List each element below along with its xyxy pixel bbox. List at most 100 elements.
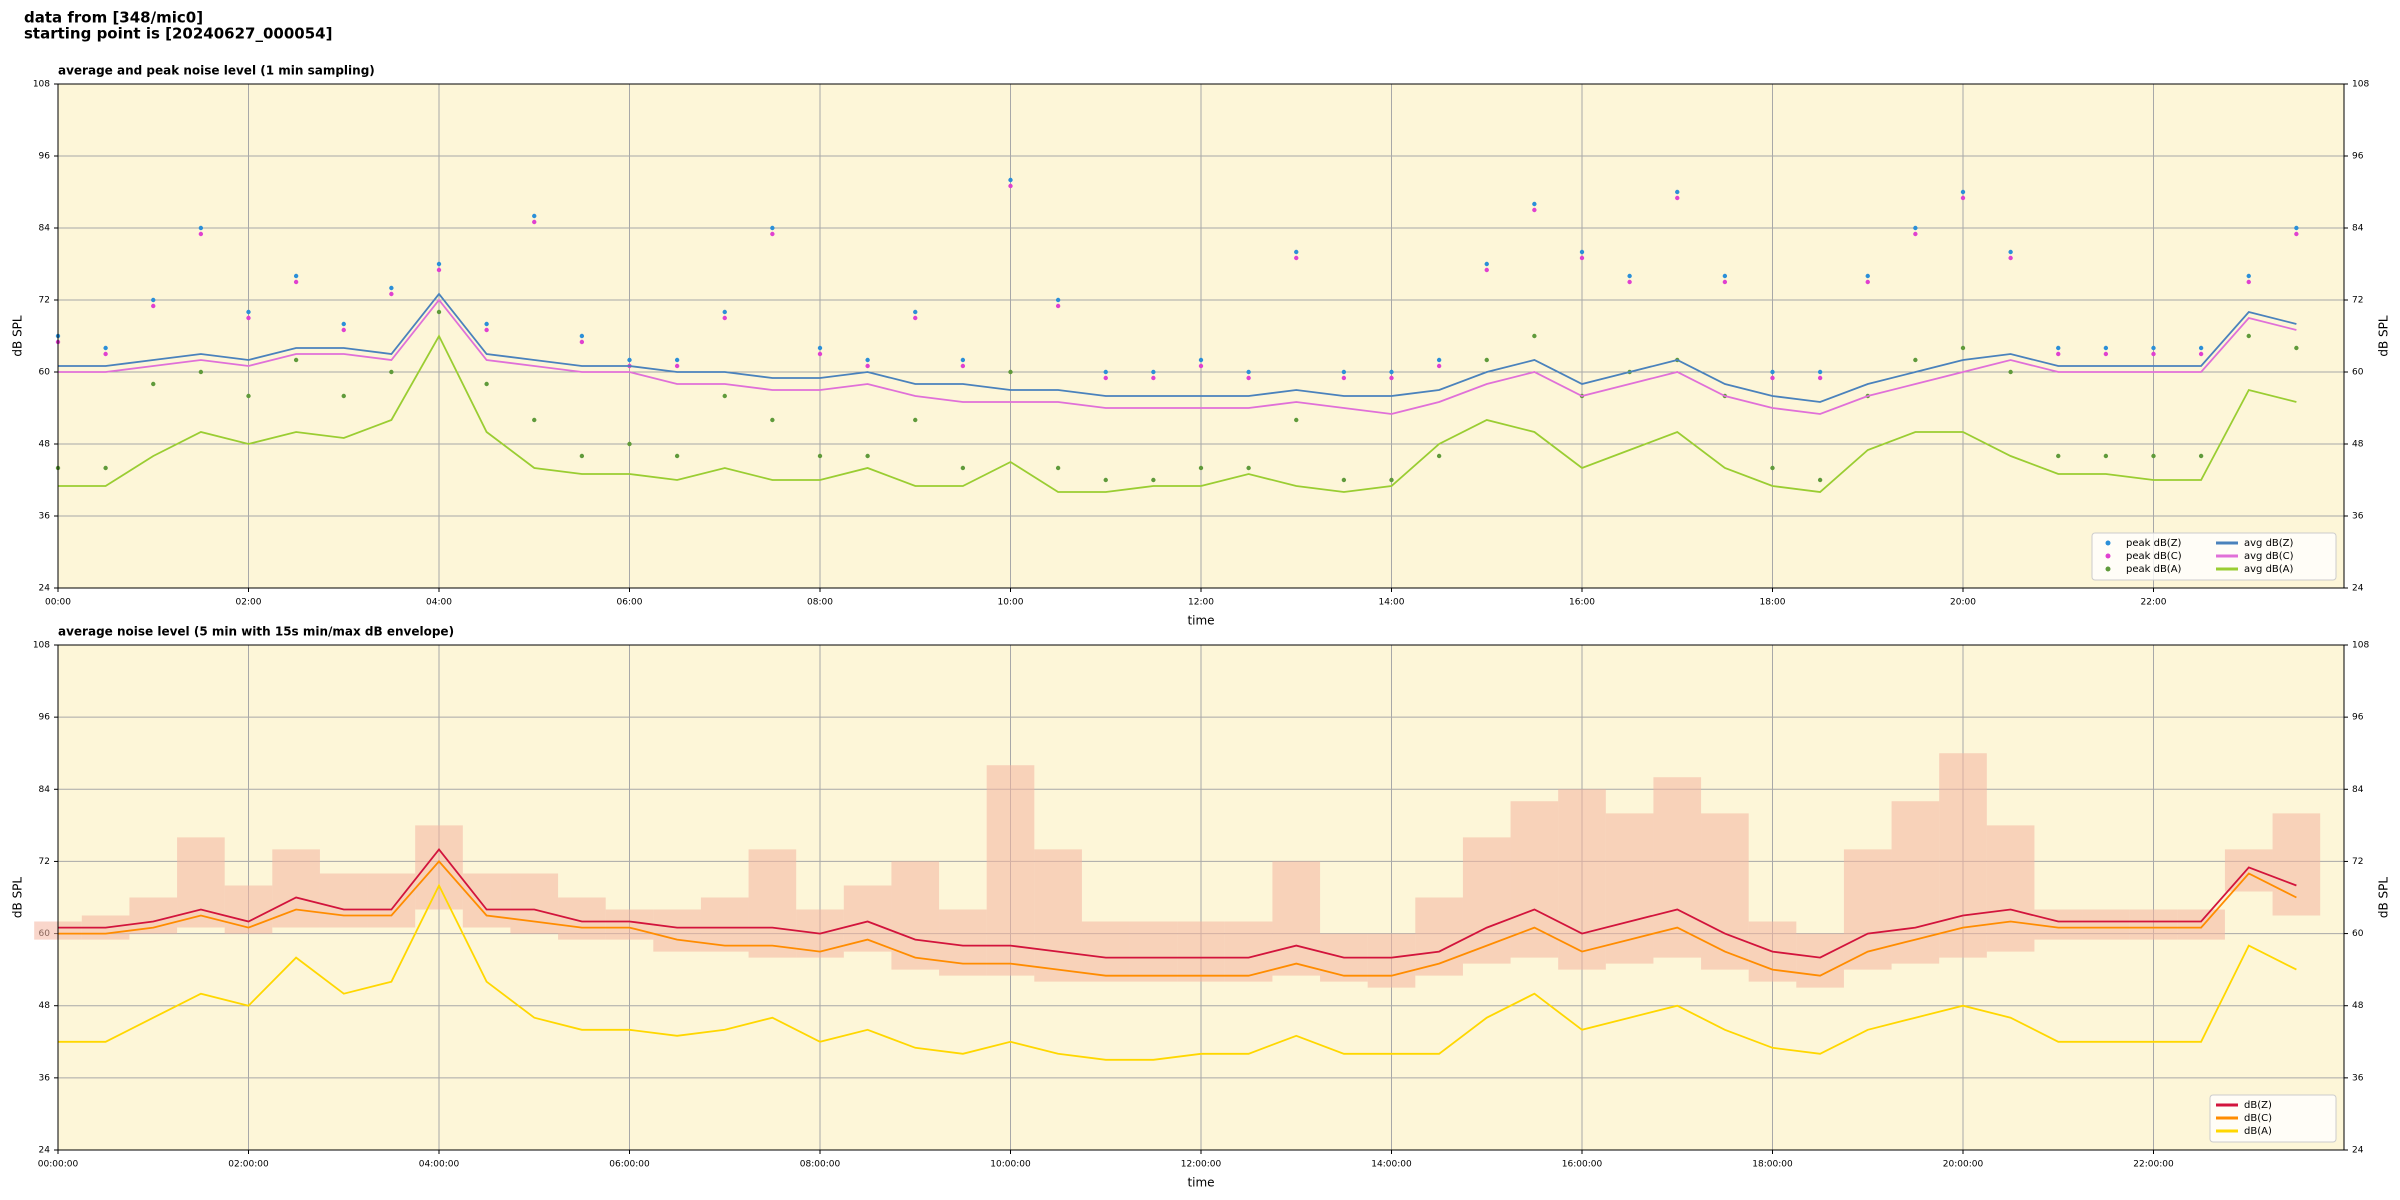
peak-point	[2294, 225, 2299, 231]
series-line	[58, 298, 2297, 415]
peak-point	[960, 357, 966, 363]
peak-point	[1246, 375, 1251, 381]
peak-point	[198, 369, 204, 375]
header-line: data from [348/mic0]	[24, 9, 203, 27]
y-tick-label: 72	[2352, 296, 2363, 306]
peak-point	[1246, 369, 1251, 375]
peak-point	[1341, 477, 1347, 483]
peak-point	[1484, 357, 1489, 363]
y-axis-label: dB SPL	[2377, 315, 2391, 357]
peak-point	[1627, 279, 1632, 285]
peak-point	[2056, 453, 2061, 459]
y-tick-label: 72	[39, 857, 50, 867]
peak-point	[1436, 357, 1442, 363]
peak-point	[1151, 369, 1156, 375]
peak-point	[865, 357, 870, 363]
y-tick-label: 96	[2352, 152, 2364, 162]
peak-point	[865, 363, 870, 369]
x-tick-label: 16:00	[1569, 598, 1595, 608]
peak-point	[103, 465, 108, 471]
peak-point	[817, 345, 823, 351]
peak-point	[1722, 273, 1728, 279]
x-tick-label: 18:00	[1760, 598, 1786, 608]
peak-point	[484, 381, 489, 387]
peak-point	[2008, 369, 2013, 375]
x-axis-label: time	[1187, 1176, 1214, 1190]
y-tick-label: 108	[33, 80, 50, 90]
y-tick-label: 84	[2352, 785, 2364, 795]
peak-point	[1389, 375, 1394, 381]
x-tick-label: 20:00:00	[1943, 1160, 1984, 1170]
y-tick-label: 72	[39, 296, 50, 306]
plot-frame	[57, 83, 2345, 589]
series-line	[58, 860, 2297, 977]
x-tick-label: 14:00:00	[1371, 1160, 1412, 1170]
x-tick-label: 06:00:00	[609, 1160, 650, 1170]
x-tick-label: 08:00:00	[800, 1160, 841, 1170]
peak-point	[1198, 363, 1204, 369]
header-line: starting point is [20240627_000054]	[24, 25, 332, 43]
peak-point	[1008, 177, 1013, 183]
peak-point	[293, 273, 299, 279]
peak-point	[960, 465, 966, 471]
y-tick-label: 60	[39, 368, 51, 378]
peak-point	[770, 231, 775, 237]
y-tick-label: 60	[2352, 929, 2364, 939]
peak-point	[579, 453, 585, 459]
x-tick-label: 00:00	[45, 598, 71, 608]
peak-point	[1913, 231, 1918, 237]
peak-point	[1817, 477, 1823, 483]
peak-point	[674, 453, 680, 459]
y-axis-label: dB SPL	[2377, 877, 2391, 919]
x-tick-label: 00:00:00	[38, 1160, 79, 1170]
peak-point	[2103, 453, 2109, 459]
y-tick-label: 36	[39, 512, 51, 522]
chart-title: average noise level (5 min with 15s min/…	[58, 625, 454, 639]
peak-point	[1008, 183, 1013, 189]
peak-point	[1675, 189, 1680, 195]
legend-marker	[2105, 566, 2111, 572]
peak-point	[1294, 249, 1299, 255]
y-tick-label: 96	[39, 152, 51, 162]
peak-point	[1008, 369, 1013, 375]
peak-point	[198, 231, 204, 237]
peak-point	[1294, 255, 1299, 261]
series-line	[58, 292, 2297, 403]
peak-point	[1436, 363, 1442, 369]
legend-box	[2091, 532, 2337, 581]
plot-frame	[57, 644, 2345, 1151]
peak-point	[1198, 357, 1204, 363]
peak-point	[2103, 345, 2109, 351]
peak-point	[1675, 195, 1680, 201]
peak-point	[484, 327, 489, 333]
peak-point	[1960, 195, 1966, 201]
peak-point	[2056, 345, 2061, 351]
peak-point	[1103, 375, 1108, 381]
peak-point	[389, 291, 394, 297]
peak-point	[341, 321, 346, 327]
legend-label: dB(A)	[2244, 1126, 2272, 1137]
peak-point	[1341, 369, 1347, 375]
legend-label: peak dB(Z)	[2126, 538, 2182, 549]
peak-point	[1865, 279, 1870, 285]
peak-point	[1627, 273, 1632, 279]
peak-point	[674, 357, 680, 363]
chart-title: average and peak noise level (1 min samp…	[58, 64, 375, 78]
y-tick-label: 84	[39, 224, 51, 234]
peak-point	[1817, 375, 1823, 381]
legend-label: avg dB(Z)	[2244, 538, 2294, 549]
peak-point	[1484, 267, 1489, 273]
peak-point	[1579, 249, 1585, 255]
peak-point	[1341, 375, 1347, 381]
y-tick-label: 48	[2352, 440, 2364, 450]
peak-point	[2198, 345, 2204, 351]
peak-point	[674, 363, 680, 369]
y-tick-label: 24	[39, 584, 51, 594]
peak-point	[817, 351, 823, 357]
peak-point	[151, 297, 156, 303]
legend-box	[2209, 1094, 2337, 1143]
peak-point	[2198, 351, 2204, 357]
y-tick-label: 96	[2352, 713, 2364, 723]
peak-point	[2151, 345, 2156, 351]
peak-point	[151, 303, 156, 309]
